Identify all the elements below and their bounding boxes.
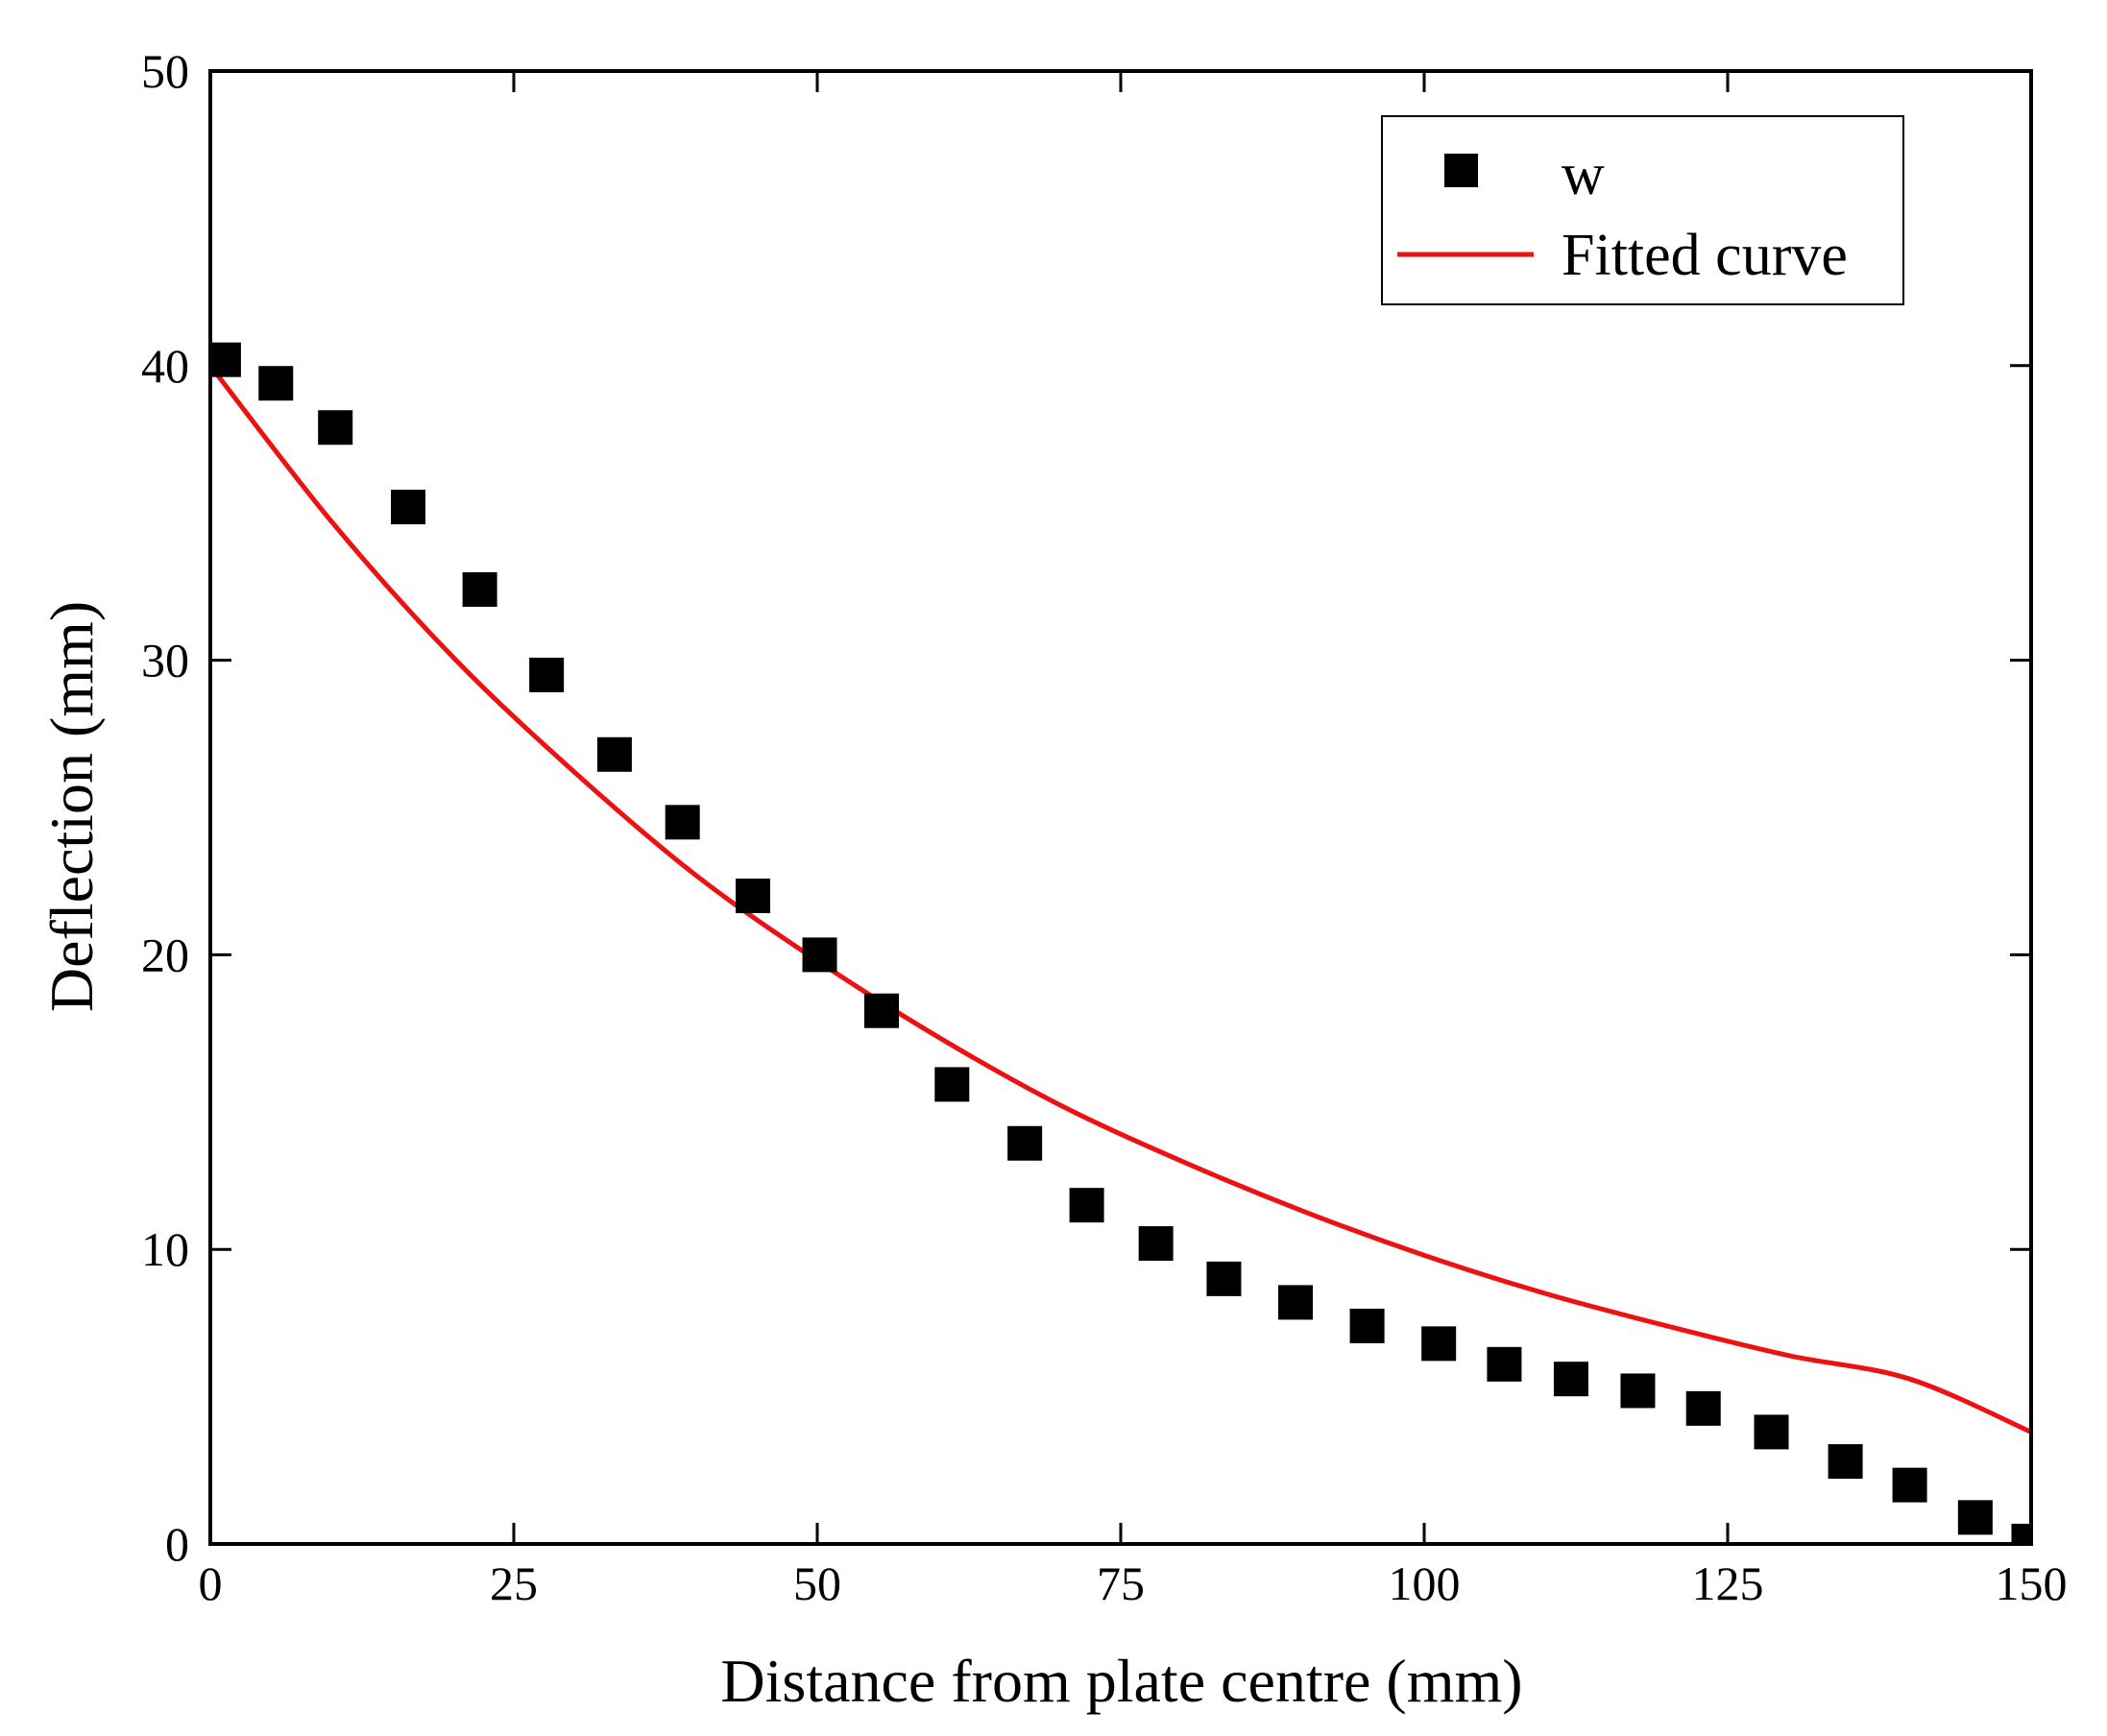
data-point-w [1553,1362,1588,1397]
data-point-w [1620,1373,1656,1409]
x-tick-label: 125 [1692,1556,1764,1610]
x-tick-label: 25 [490,1556,538,1610]
data-point-w [1278,1285,1314,1320]
data-point-w [462,571,497,607]
data-point-w [863,993,899,1028]
data-point-w [802,937,837,973]
x-axis-title: Distance from plate centre (mm) [720,1647,1522,1715]
data-point-w [1069,1188,1104,1223]
fitted-curve-layer [208,364,2033,1435]
data-point-w [1206,1261,1242,1296]
x-tick-label: 0 [199,1556,223,1610]
x-tick-label: 75 [1097,1556,1145,1610]
y-axis-title: Deflection (mm) [37,601,106,1012]
y-tick-label: 10 [141,1222,189,1276]
x-tick-label: 150 [1996,1556,2068,1610]
data-point-w [1685,1390,1721,1426]
legend-box [1381,115,1904,305]
x-axis-ticks: 0 25 50 75 100 125 150 [199,71,2068,1610]
x-tick-label: 100 [1389,1556,1461,1610]
data-point-w [1349,1308,1385,1343]
y-tick-label: 0 [165,1517,189,1571]
data-point-w [318,410,353,446]
data-point-w [1487,1346,1522,1382]
data-point-w [1828,1444,1863,1480]
data-point-w [596,736,632,772]
data-point-w [1421,1326,1457,1362]
legend: w Fitted curve [1381,115,1904,305]
data-point-w [934,1067,970,1102]
measured-points-layer [210,342,2031,1544]
data-point-w [2011,1523,2031,1544]
x-tick-label: 50 [793,1556,841,1610]
data-point-w [665,805,700,840]
legend-label-fitted: Fitted curve [1562,223,1848,288]
legend-label-w: w [1562,142,1605,207]
data-point-w [258,366,294,401]
y-tick-label: 50 [141,44,189,98]
legend-marker-w [1444,154,1478,187]
plot-frame [208,69,2033,1546]
data-point-w [529,657,565,692]
data-point-w [1892,1467,1927,1503]
data-point-w [391,490,426,525]
data-point-w [1957,1500,1993,1535]
y-tick-label: 20 [141,928,189,981]
fitted-curve-line [208,364,2033,1435]
data-point-w [1007,1125,1043,1161]
data-point-w [1138,1226,1174,1262]
y-tick-label: 40 [141,339,189,393]
data-point-w [210,342,241,377]
data-point-w [1754,1414,1789,1450]
data-point-w [736,879,771,914]
y-tick-label: 30 [141,634,189,687]
